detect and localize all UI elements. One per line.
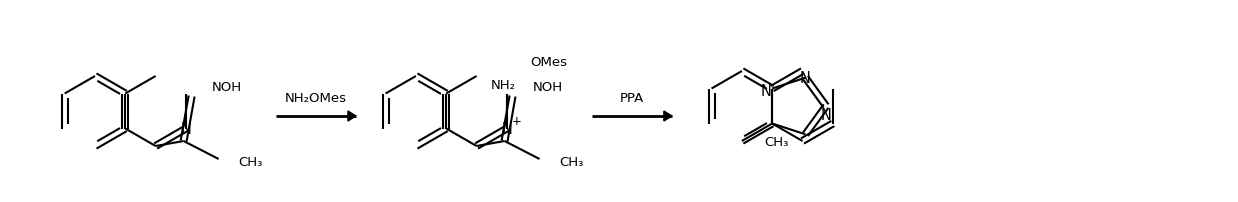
- Text: NH₂: NH₂: [490, 79, 515, 92]
- Text: +: +: [513, 115, 521, 127]
- Text: N: N: [800, 71, 811, 86]
- Polygon shape: [664, 112, 672, 121]
- Text: NOH: NOH: [212, 80, 241, 93]
- Text: NH₂OMes: NH₂OMes: [285, 92, 347, 105]
- Text: CH₃: CH₃: [764, 135, 789, 148]
- Text: CH₃: CH₃: [560, 155, 584, 168]
- Text: N: N: [501, 121, 513, 136]
- Text: NOH: NOH: [532, 80, 563, 93]
- Text: N: N: [760, 84, 771, 99]
- Text: PPA: PPA: [620, 92, 644, 105]
- Text: CH₃: CH₃: [239, 155, 262, 168]
- Polygon shape: [348, 112, 357, 121]
- Text: OMes: OMes: [531, 55, 567, 68]
- Text: N: N: [181, 121, 192, 136]
- Text: N: N: [821, 107, 832, 122]
